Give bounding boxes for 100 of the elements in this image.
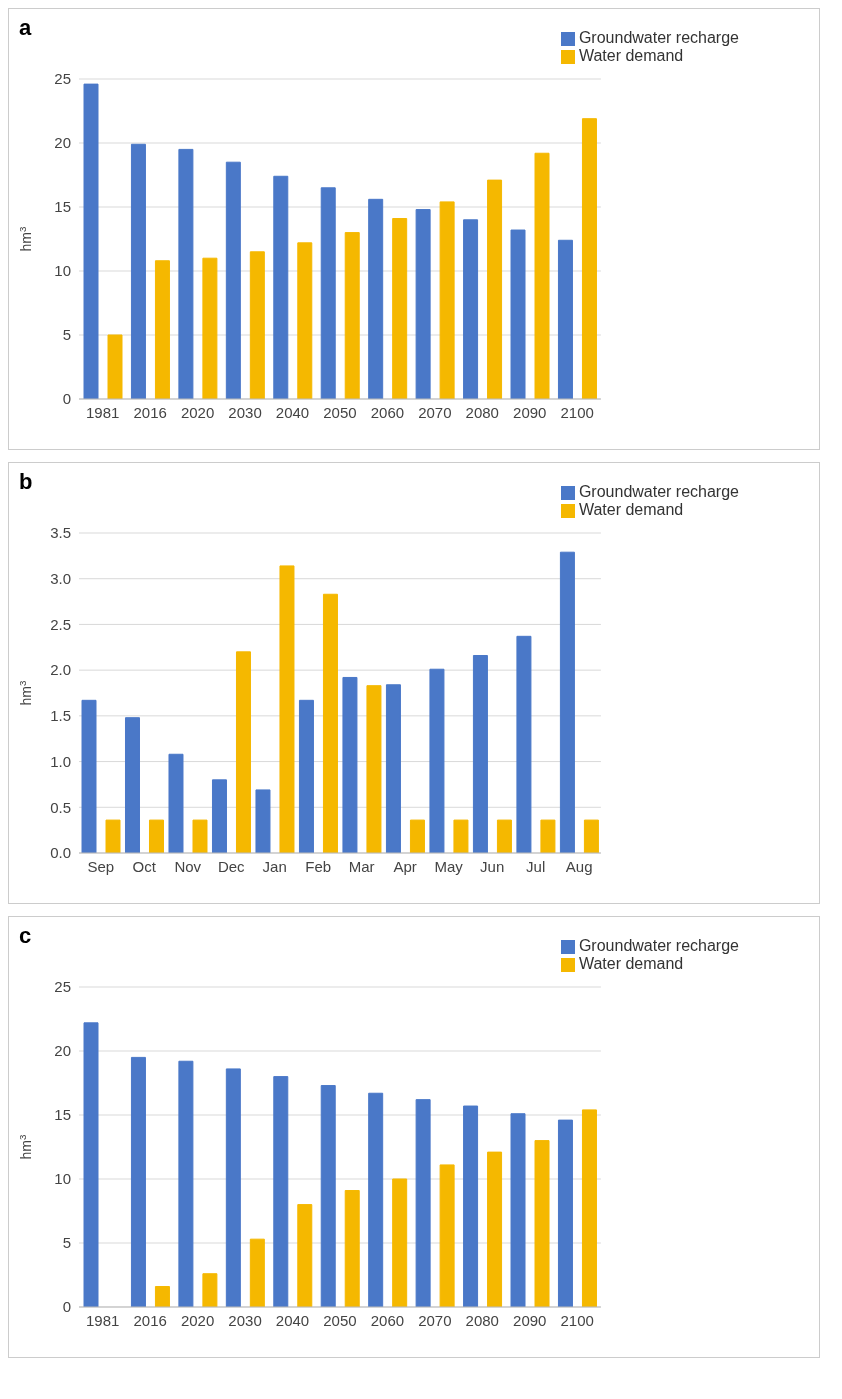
bar bbox=[415, 1099, 431, 1307]
bar bbox=[472, 655, 488, 853]
bar bbox=[124, 717, 140, 853]
x-tick-label: 2040 bbox=[275, 1311, 310, 1329]
bar bbox=[557, 1119, 573, 1307]
x-tick-label: 2090 bbox=[513, 1311, 547, 1329]
bar bbox=[496, 819, 512, 853]
bar bbox=[342, 676, 358, 853]
x-tick-label: May bbox=[434, 857, 464, 875]
y-tick-label: 15 bbox=[54, 198, 71, 216]
bar bbox=[409, 819, 425, 853]
legend-label: Water demand bbox=[578, 501, 684, 518]
legend-label: Groundwater recharge bbox=[578, 29, 739, 46]
bar bbox=[320, 187, 336, 399]
bar bbox=[202, 257, 218, 399]
chart-title: c bbox=[19, 923, 32, 949]
bar bbox=[83, 83, 99, 399]
x-tick-label: 2020 bbox=[180, 1311, 215, 1329]
legend-label: Water demand bbox=[578, 955, 684, 972]
bar bbox=[487, 179, 503, 399]
x-tick-label: Nov bbox=[174, 857, 202, 875]
y-tick-label: 0 bbox=[62, 1298, 71, 1316]
legend-label: Water demand bbox=[578, 47, 684, 64]
bar bbox=[211, 779, 227, 853]
x-tick-label: 2050 bbox=[323, 1311, 357, 1329]
bar bbox=[392, 1178, 408, 1307]
x-tick-label: 2030 bbox=[228, 403, 262, 421]
y-tick-label: 10 bbox=[54, 262, 71, 280]
x-tick-label: 2100 bbox=[560, 403, 594, 421]
bar bbox=[273, 175, 289, 399]
y-tick-label: 15 bbox=[54, 1106, 71, 1124]
x-tick-label: 2060 bbox=[370, 403, 405, 421]
bar bbox=[510, 229, 526, 399]
chart-title: b bbox=[19, 469, 33, 495]
bar bbox=[249, 1238, 265, 1307]
bar bbox=[130, 143, 146, 399]
bar bbox=[107, 334, 123, 399]
bar bbox=[453, 819, 469, 853]
x-tick-label: 1981 bbox=[86, 1311, 120, 1329]
bar bbox=[344, 232, 360, 399]
bar bbox=[368, 1092, 384, 1307]
bar bbox=[463, 219, 479, 399]
y-tick-label: 2.5 bbox=[50, 615, 71, 633]
y-tick-label: 20 bbox=[54, 1042, 71, 1060]
bar bbox=[385, 684, 401, 853]
bar bbox=[344, 1190, 360, 1307]
bar bbox=[279, 565, 295, 853]
y-tick-label: 0.0 bbox=[50, 844, 71, 862]
bar bbox=[148, 819, 164, 853]
bar bbox=[534, 1140, 550, 1307]
bar bbox=[322, 593, 338, 853]
chart-title: a bbox=[19, 15, 32, 41]
bar bbox=[81, 699, 97, 853]
x-tick-label: Jan bbox=[262, 857, 287, 875]
x-tick-label: 2050 bbox=[323, 403, 357, 421]
x-tick-label: 2070 bbox=[418, 403, 452, 421]
x-tick-label: 2070 bbox=[418, 1311, 452, 1329]
legend-label: Groundwater recharge bbox=[578, 483, 739, 500]
x-tick-label: Aug bbox=[565, 857, 593, 875]
x-tick-label: 2020 bbox=[180, 403, 215, 421]
y-tick-label: 3.0 bbox=[50, 570, 71, 588]
x-tick-label: 1981 bbox=[86, 403, 120, 421]
x-tick-label: 2060 bbox=[370, 1311, 405, 1329]
bar bbox=[516, 635, 532, 853]
x-tick-label: 2016 bbox=[133, 1311, 167, 1329]
x-tick-label: 2030 bbox=[228, 1311, 262, 1329]
bar bbox=[105, 819, 121, 853]
bar bbox=[192, 819, 208, 853]
bar bbox=[202, 1273, 218, 1307]
bar bbox=[298, 699, 314, 853]
y-tick-label: 20 bbox=[54, 134, 71, 152]
x-tick-label: Sep bbox=[87, 857, 115, 875]
x-tick-label: Dec bbox=[217, 857, 246, 875]
bar bbox=[255, 789, 271, 853]
x-tick-label: 2100 bbox=[560, 1311, 594, 1329]
bar bbox=[235, 651, 251, 853]
x-tick-label: 2090 bbox=[513, 403, 547, 421]
y-tick-label: 1.5 bbox=[50, 707, 71, 725]
bar bbox=[368, 198, 384, 399]
bar bbox=[392, 218, 408, 399]
bar bbox=[581, 1109, 597, 1307]
y-tick-label: 5 bbox=[62, 1234, 71, 1252]
bar bbox=[487, 1151, 503, 1307]
y-tick-label: 3.5 bbox=[50, 524, 71, 542]
bar bbox=[429, 668, 445, 853]
bar bbox=[534, 152, 550, 399]
x-tick-label: 2016 bbox=[133, 403, 167, 421]
x-tick-label: Jun bbox=[480, 857, 505, 875]
bar bbox=[297, 1204, 313, 1307]
bar bbox=[581, 118, 597, 399]
bar bbox=[439, 1164, 455, 1307]
y-tick-label: 5 bbox=[62, 326, 71, 344]
bar bbox=[130, 1056, 146, 1307]
bar bbox=[249, 251, 265, 399]
bar bbox=[540, 819, 556, 853]
bar bbox=[463, 1105, 479, 1307]
bar bbox=[510, 1113, 526, 1307]
y-tick-label: 2.0 bbox=[50, 661, 71, 679]
bar bbox=[225, 161, 241, 399]
bar bbox=[273, 1076, 289, 1307]
